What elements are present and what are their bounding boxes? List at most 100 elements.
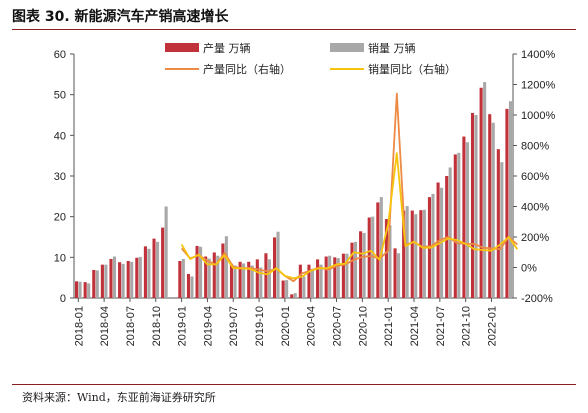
production-bar (143, 246, 147, 298)
source-note: 资料来源：Wind，东亚前海证券研究所 (22, 391, 216, 404)
x-tick-label: 2019-10 (254, 306, 266, 346)
production-bar (496, 149, 500, 298)
sales-bar (199, 246, 203, 298)
production-bar (100, 264, 104, 298)
production-bar (204, 256, 208, 298)
sales-bar (130, 261, 134, 298)
right-tick-label: 0% (521, 263, 537, 275)
sales-bar (181, 258, 185, 298)
production-bar (290, 294, 294, 298)
sales-bar (422, 209, 426, 298)
sales-bar (379, 197, 383, 298)
production-bar (229, 263, 234, 298)
production-bar (212, 252, 216, 298)
production-bar (221, 243, 225, 298)
x-tick-label: 2018-01 (73, 306, 85, 346)
x-tick-label: 2019-01 (177, 306, 189, 346)
x-tick-label: 2021-10 (461, 306, 473, 346)
sales-bar (259, 267, 263, 298)
x-tick-label: 2019-07 (228, 306, 240, 346)
production-bar (118, 262, 122, 298)
x-tick-label: 2022-01 (486, 306, 498, 346)
sales-bar (483, 82, 487, 298)
production-bar (393, 248, 397, 298)
sales-bar (267, 259, 271, 298)
left-tick-label: 40 (54, 130, 66, 142)
sales-bar (353, 241, 358, 298)
sales-bar (465, 142, 469, 298)
chart-title: 图表 30. 新能源汽车产销高速增长 (12, 9, 229, 25)
production-bar (152, 238, 156, 298)
sales-bar (319, 264, 323, 298)
production-bar (255, 259, 259, 298)
production-bar (83, 282, 87, 298)
sales-bar (508, 101, 512, 298)
right-tick-label: 400% (521, 202, 549, 214)
sales-bar (328, 255, 332, 298)
production-bar (384, 219, 388, 298)
sales-bar (78, 281, 82, 298)
production-bar (410, 210, 414, 298)
production-bar (75, 281, 79, 298)
x-tick-label: 2020-04 (306, 306, 318, 346)
sales-bar (104, 264, 108, 298)
production-bar (505, 108, 509, 299)
production-bar (264, 253, 268, 298)
left-tick-label: 60 (54, 49, 66, 61)
production-bar (178, 260, 182, 298)
sales-bar (388, 225, 392, 298)
right-tick-label: -200% (521, 293, 553, 305)
left-tick-label: 20 (54, 212, 66, 224)
production-bar (92, 269, 96, 298)
production-bar (126, 260, 130, 298)
production-bar (470, 112, 475, 298)
sales-bar (250, 265, 254, 298)
production-bar (488, 114, 492, 298)
legend-label-sales_yoy: 销量同比（右轴） (368, 62, 456, 76)
legend-label-production: 产量 万辆 (203, 41, 251, 55)
x-tick-label: 2020-10 (357, 306, 369, 346)
sales-bar (345, 253, 349, 298)
sales-bar (293, 293, 297, 298)
x-tick-label: 2021-04 (409, 306, 421, 346)
sales-bar (474, 115, 478, 298)
source-rule (12, 384, 576, 385)
production-bar (350, 242, 354, 298)
sales-bar (336, 258, 340, 298)
sales-bar (224, 236, 228, 298)
sales-bar (138, 256, 142, 298)
right-tick-label: 1000% (521, 110, 555, 122)
x-tick-label: 2021-01 (383, 306, 395, 346)
sales-yoy-line (180, 152, 519, 280)
left-tick-label: 0 (60, 293, 66, 305)
production-bar (307, 264, 311, 298)
right-tick-label: 600% (521, 171, 549, 183)
production-bar (479, 87, 483, 299)
right-tick-label: 200% (521, 232, 549, 244)
sales-bar (121, 263, 125, 298)
left-tick-label: 30 (54, 171, 66, 183)
sales-bar (207, 258, 211, 298)
x-tick-label: 2018-04 (99, 306, 111, 346)
production-bar (195, 245, 199, 298)
sales-bar (216, 255, 220, 298)
sales-bar (414, 214, 418, 298)
production-bar (453, 154, 457, 298)
sales-bar (310, 268, 315, 298)
production-bar (359, 231, 363, 298)
sales-bar (147, 248, 151, 298)
x-tick-label: 2020-07 (332, 306, 344, 346)
sales-bar (242, 263, 246, 298)
right-tick-label: 1400% (521, 49, 555, 61)
production-bar (367, 217, 371, 298)
sales-bar (233, 265, 237, 298)
x-tick-label: 2019-04 (202, 306, 214, 346)
production-bar (238, 261, 242, 298)
right-tick-label: 800% (521, 141, 549, 153)
production-bar (402, 210, 406, 298)
sales-bar (448, 167, 452, 298)
production-bar (341, 253, 345, 298)
x-tick-label: 2020-01 (280, 306, 292, 346)
left-tick-label: 50 (54, 90, 66, 102)
